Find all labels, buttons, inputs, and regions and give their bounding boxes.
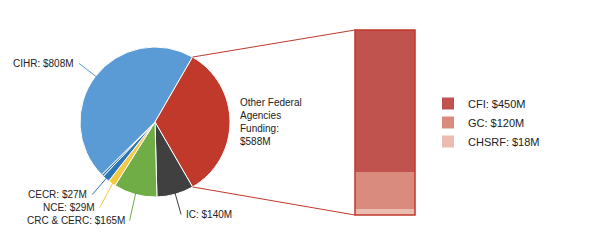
svg-text:GC: $120M: GC: $120M [468, 117, 524, 129]
svg-text:CECR: $27M: CECR: $27M [28, 189, 87, 200]
svg-text:IC: $140M: IC: $140M [186, 209, 232, 220]
svg-text:CHSRF: $18M: CHSRF: $18M [468, 136, 540, 148]
svg-text:NCE: $29M: NCE: $29M [43, 202, 95, 213]
svg-text:CIHR: $808M: CIHR: $808M [13, 58, 74, 69]
svg-text:CRC & CERC: $165M: CRC & CERC: $165M [27, 215, 125, 226]
svg-text:Other FederalAgenciesFunding:$: Other FederalAgenciesFunding:$588M [240, 97, 302, 147]
svg-text:CFI: $450M: CFI: $450M [468, 98, 525, 110]
